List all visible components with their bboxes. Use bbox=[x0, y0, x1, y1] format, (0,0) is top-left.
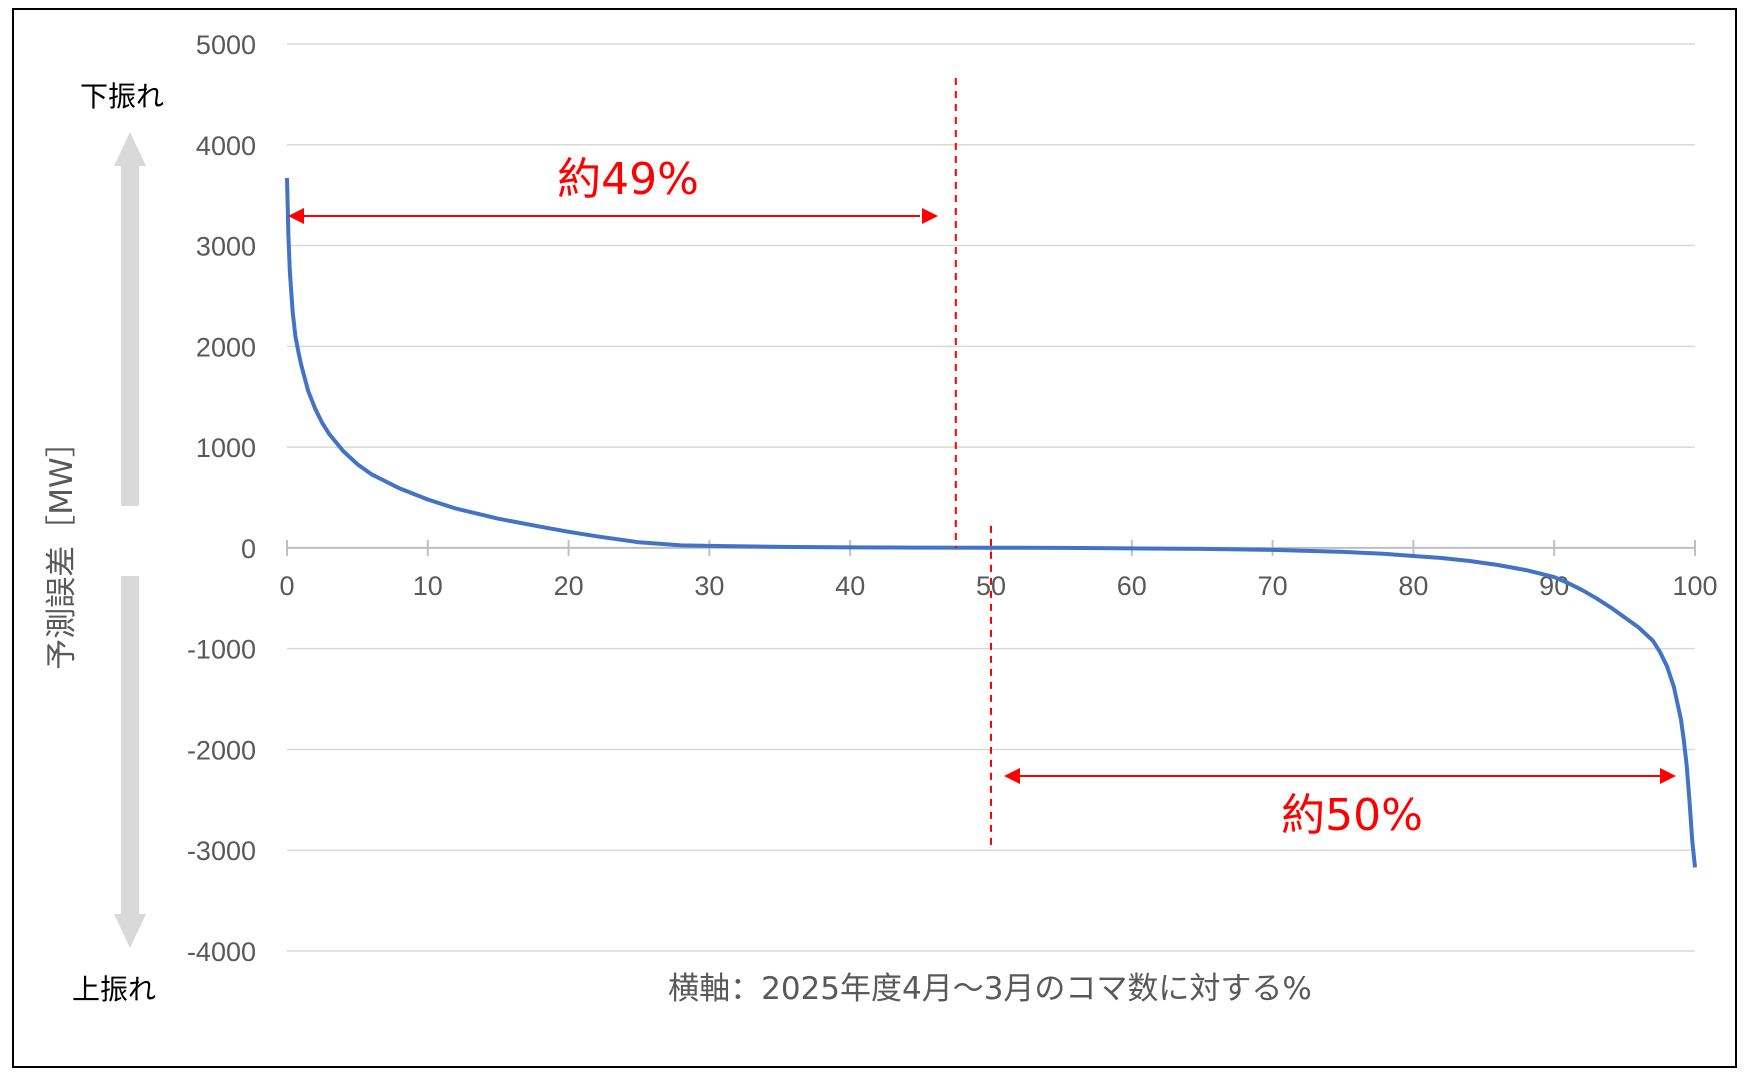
right-span-arrow bbox=[1004, 768, 1676, 784]
x-tick-label: 40 bbox=[835, 571, 865, 601]
left-span-arrow bbox=[288, 208, 938, 224]
y-tick-label: -3000 bbox=[187, 836, 256, 866]
y-tick-label: 4000 bbox=[196, 131, 256, 161]
x-tick-label: 70 bbox=[1258, 571, 1288, 601]
right-span-arrowhead-left-icon bbox=[1004, 768, 1020, 784]
x-axis-title: 横軸：2025年度4月～3月のコマ数に対する% bbox=[668, 971, 1312, 1007]
y-tick-labels: 5000 4000 3000 2000 1000 0 -1000 -2000 -3000 -400… bbox=[187, 30, 256, 967]
left-span-arrowhead-left-icon bbox=[288, 208, 304, 224]
x-tick-label: 100 bbox=[1672, 571, 1717, 601]
y-axis-title: 予測誤差［MW］ bbox=[44, 426, 80, 669]
x-tick-label: 60 bbox=[1117, 571, 1147, 601]
y-tick-label: 3000 bbox=[196, 232, 256, 262]
left-span-arrowhead-right-icon bbox=[922, 208, 938, 224]
x-tick-label: 30 bbox=[694, 571, 724, 601]
lower-side-label: 上振れ bbox=[72, 973, 156, 1006]
up-arrow-shaft bbox=[121, 160, 139, 506]
down-arrow-icon bbox=[114, 914, 146, 948]
direction-arrows bbox=[114, 132, 146, 948]
y-tick-label: 1000 bbox=[196, 433, 256, 463]
left-span-label: 約49% bbox=[557, 154, 699, 205]
down-arrow-shaft bbox=[121, 576, 139, 920]
y-tick-label: 0 bbox=[241, 534, 256, 564]
right-span-label: 約50% bbox=[1281, 790, 1423, 841]
upper-side-label: 下振れ bbox=[80, 80, 164, 113]
y-tick-label: -2000 bbox=[187, 735, 256, 765]
x-tick-labels: 0 10 20 30 40 50 60 70 80 90 100 bbox=[279, 571, 1717, 601]
y-tick-label: 5000 bbox=[196, 30, 256, 60]
y-tick-label: -4000 bbox=[187, 937, 256, 967]
chart-frame bbox=[12, 8, 1737, 1068]
y-tick-label: 2000 bbox=[196, 332, 256, 362]
x-tick-label: 80 bbox=[1398, 571, 1428, 601]
y-tick-label: -1000 bbox=[187, 635, 256, 665]
right-span-arrowhead-right-icon bbox=[1660, 768, 1676, 784]
forecast-error-series-line bbox=[285, 177, 1697, 868]
x-tick-label: 0 bbox=[279, 571, 294, 601]
up-arrow-icon bbox=[114, 132, 146, 166]
x-tick-label: 10 bbox=[413, 571, 443, 601]
x-tick-label: 20 bbox=[554, 571, 584, 601]
